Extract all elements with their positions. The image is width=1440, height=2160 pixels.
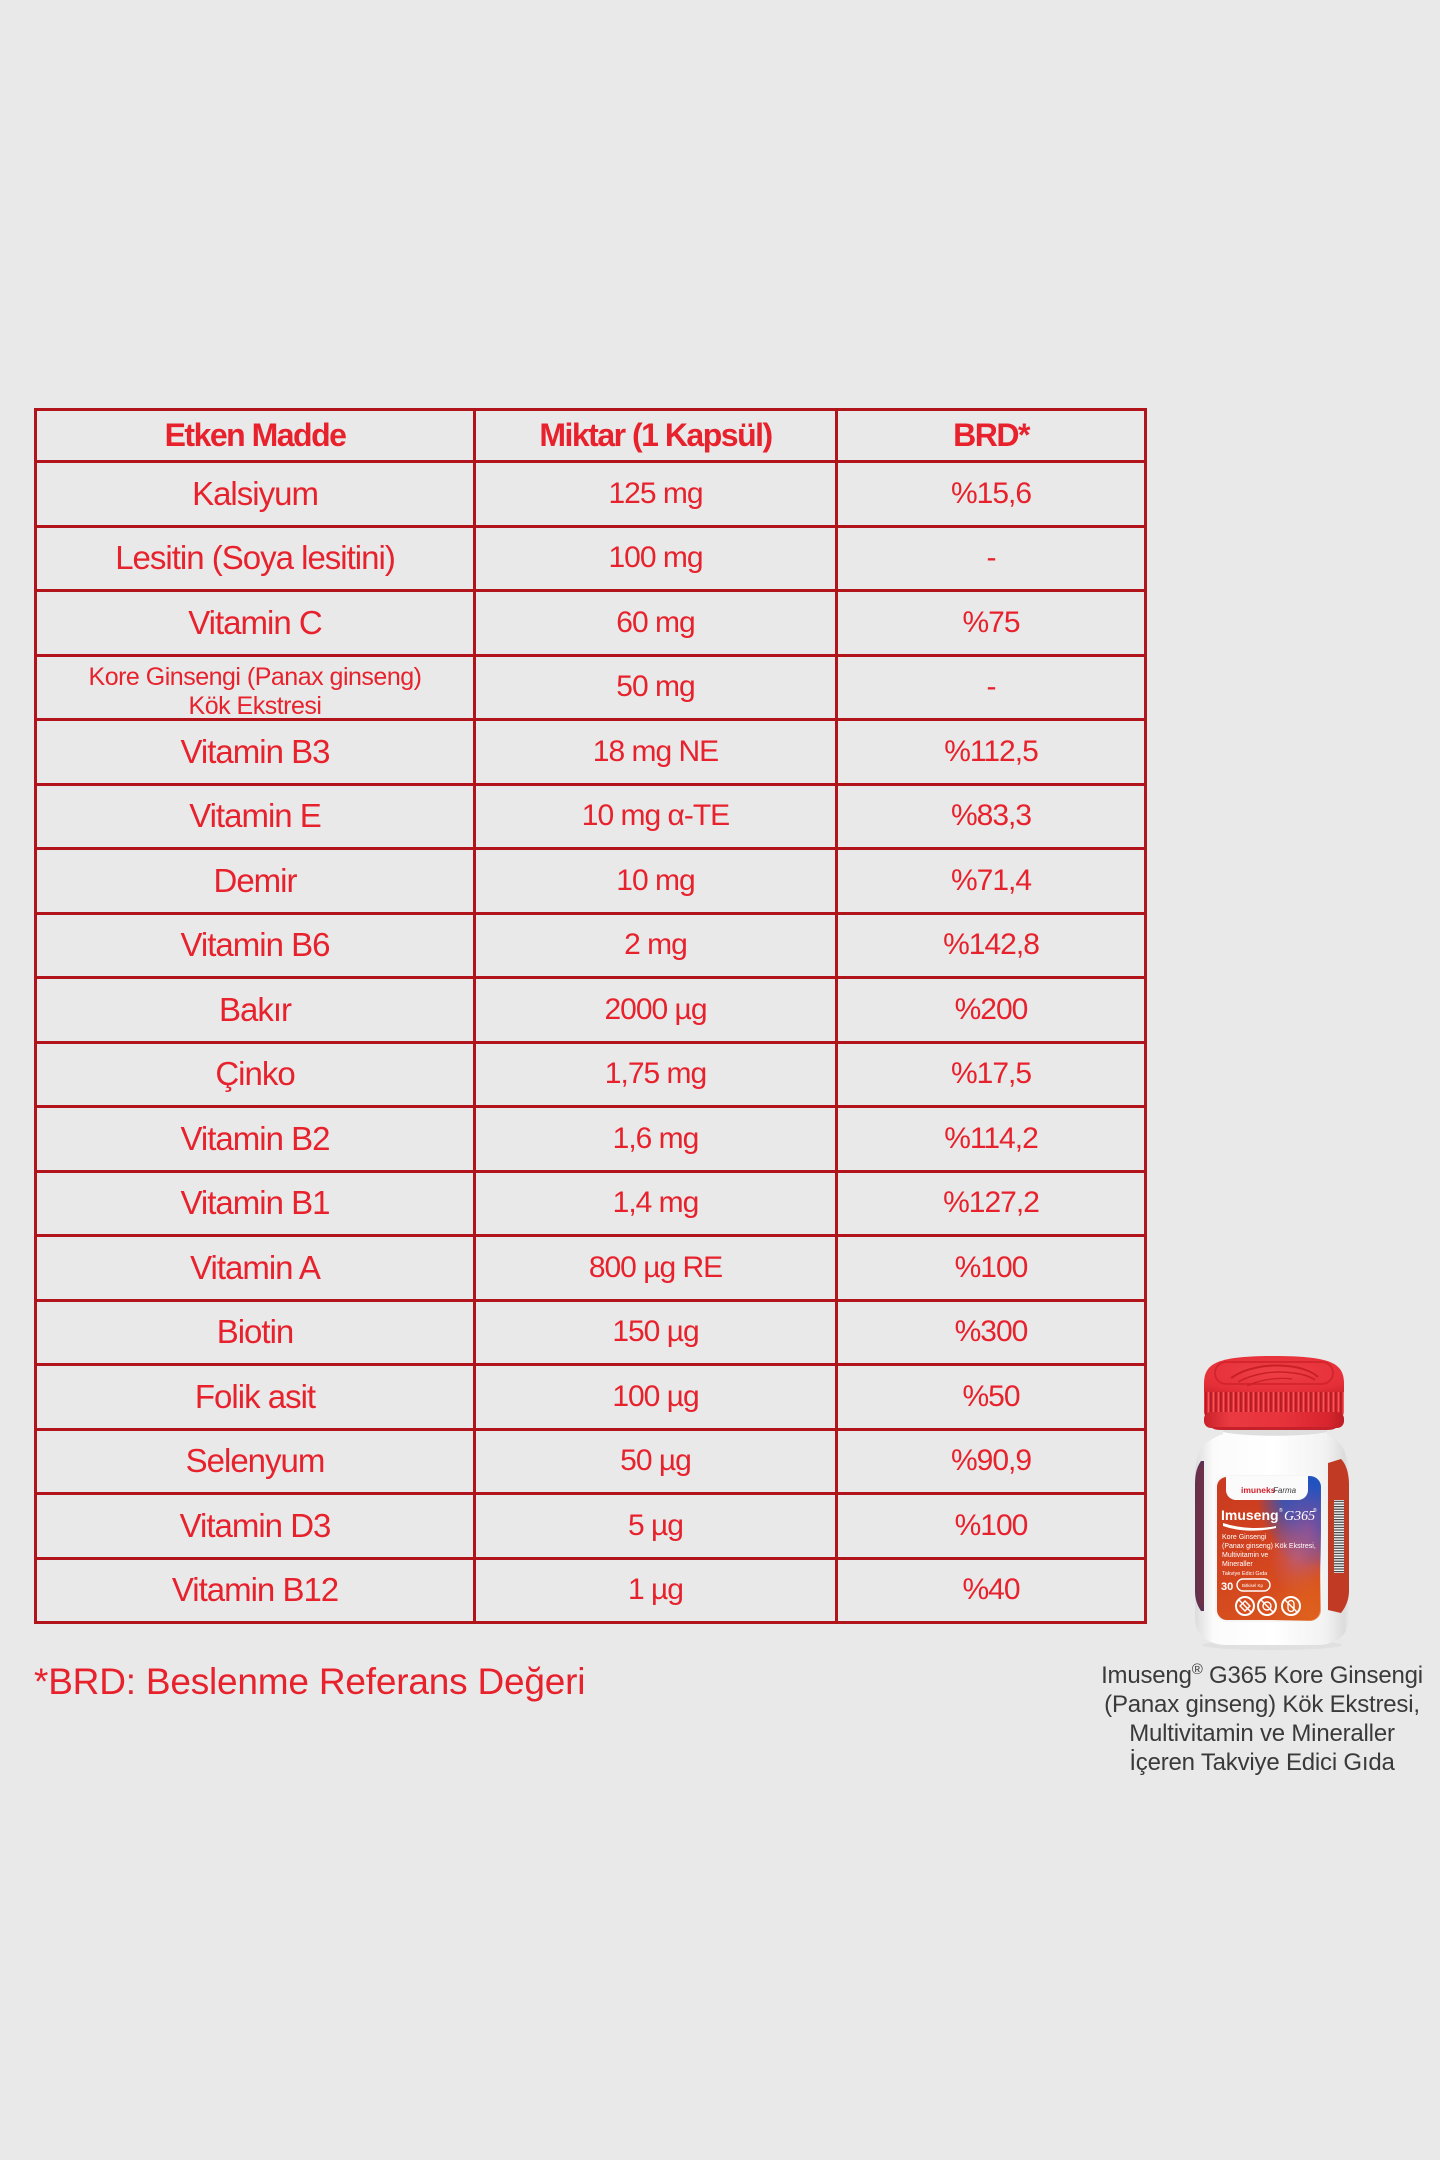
svg-text:Takviye Edici Gıda: Takviye Edici Gıda [1222,1571,1268,1577]
svg-text:30: 30 [1221,1581,1233,1593]
svg-text:®: ® [1313,1507,1317,1514]
svg-text:G365: G365 [1284,1509,1315,1524]
svg-text:Kore Ginsengi: Kore Ginsengi [1222,1534,1267,1541]
svg-text:(Panax ginseng) Kök Ekstresi,: (Panax ginseng) Kök Ekstresi, [1222,1543,1316,1550]
svg-text:Multivitamin ve: Multivitamin ve [1222,1552,1268,1559]
svg-text:imuneks: imuneks [1241,1485,1276,1495]
svg-text:Imuseng: Imuseng [1221,1507,1279,1523]
svg-text:®: ® [1279,1507,1283,1514]
svg-text:Mineraller: Mineraller [1222,1561,1253,1568]
svg-text:Farma: Farma [1273,1486,1297,1495]
svg-text:Bitkisel Kp: Bitkisel Kp [1242,1583,1264,1588]
